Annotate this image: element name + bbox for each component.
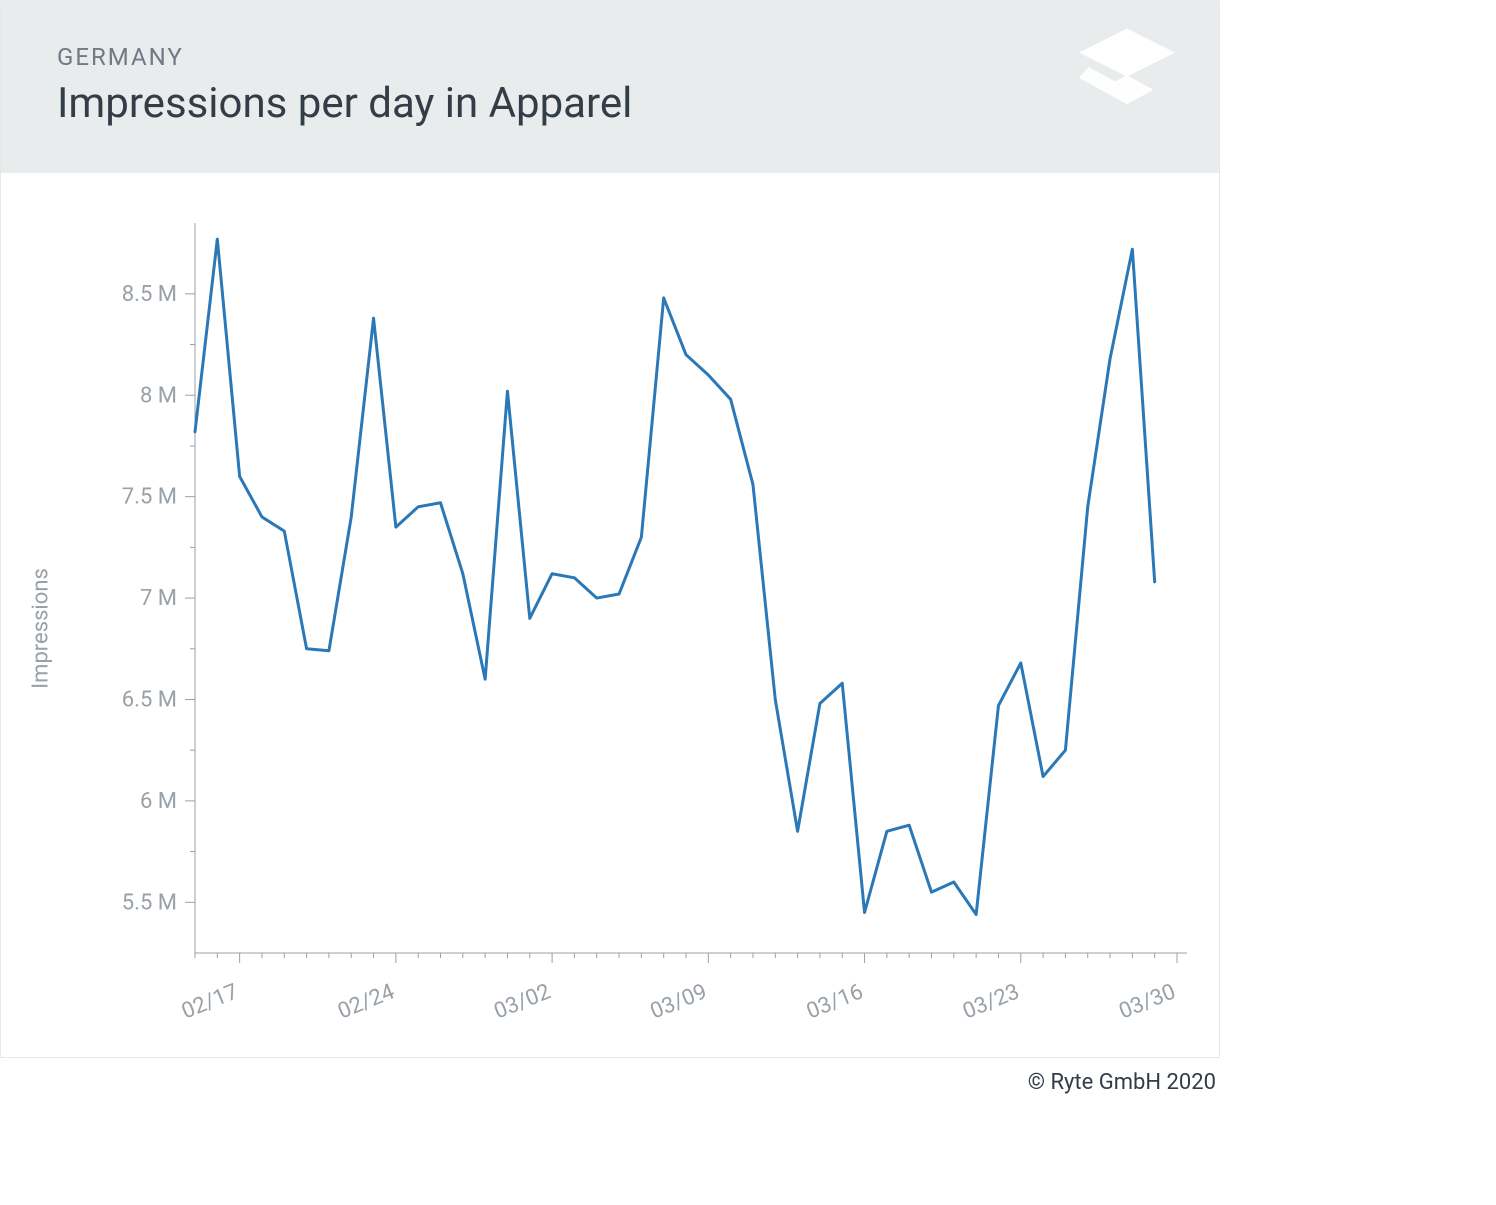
svg-text:03/02: 03/02	[491, 979, 555, 1024]
svg-text:8.5 M: 8.5 M	[122, 282, 177, 307]
chart-plot-area: Impressions 5.5 M 6 M 6.5 M 7 M 7.5 M 8 M 8.5 …	[1, 173, 1219, 1059]
line-chart: 5.5 M 6 M 6.5 M 7 M 7.5 M 8 M 8.5 M 02/17 02/24 0…	[1, 173, 1221, 1059]
ryte-logo-icon	[1067, 19, 1187, 139]
svg-text:6.5 M: 6.5 M	[122, 687, 177, 712]
svg-text:8 M: 8 M	[140, 383, 177, 408]
svg-text:5.5 M: 5.5 M	[122, 890, 177, 915]
chart-card: GERMANY Impressions per day in Apparel I…	[0, 0, 1220, 1058]
chart-subtitle: GERMANY	[57, 43, 1163, 71]
chart-header: GERMANY Impressions per day in Apparel	[1, 1, 1219, 173]
svg-text:02/17: 02/17	[178, 979, 242, 1024]
chart-title: Impressions per day in Apparel	[57, 79, 1163, 128]
svg-text:7.5 M: 7.5 M	[122, 485, 177, 510]
y-axis-label: Impressions	[29, 568, 54, 689]
svg-text:03/30: 03/30	[1116, 979, 1180, 1024]
svg-text:02/24: 02/24	[334, 979, 398, 1024]
svg-text:03/16: 03/16	[803, 979, 867, 1024]
svg-text:7 M: 7 M	[140, 586, 177, 611]
svg-text:6 M: 6 M	[140, 789, 177, 814]
svg-text:03/09: 03/09	[647, 979, 711, 1024]
svg-text:03/23: 03/23	[959, 979, 1023, 1024]
copyright-text: © Ryte GmbH 2020	[0, 1070, 1220, 1095]
